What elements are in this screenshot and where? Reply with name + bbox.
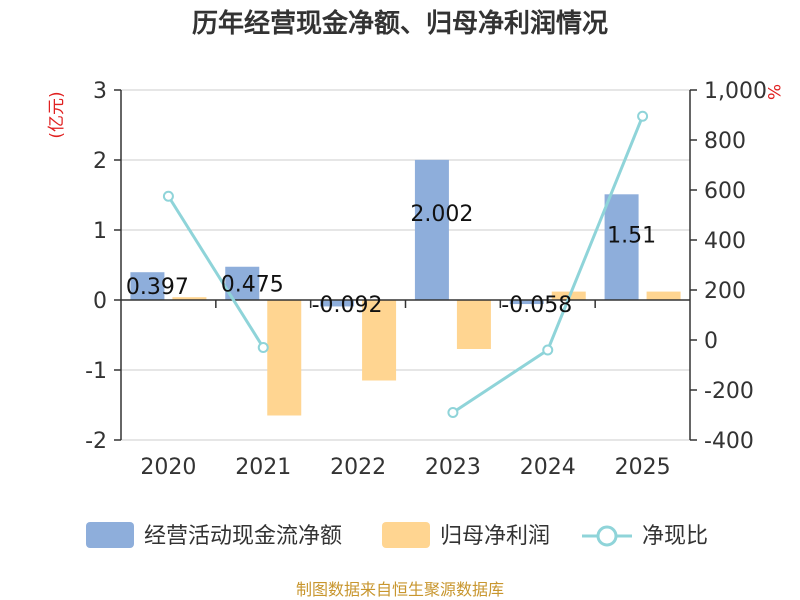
ratio-point[interactable] xyxy=(637,110,649,122)
right-tick-label: 400 xyxy=(704,229,746,254)
left-tick-label: 1 xyxy=(93,219,107,244)
right-tick-label: 600 xyxy=(704,179,746,204)
left-tick-label: 3 xyxy=(93,79,107,104)
bar-net-profit[interactable] xyxy=(172,297,207,300)
right-tick-label: 200 xyxy=(704,279,746,304)
chart-title: 历年经营现金净额、归母净利润情况 xyxy=(192,8,608,39)
legend-swatch-net-profit[interactable] xyxy=(382,522,430,548)
left-axis-ticks: -2 -1 0 1 2 3 xyxy=(85,79,121,454)
right-tick-label: 0 xyxy=(704,329,718,354)
right-tick-label: -400 xyxy=(704,429,754,454)
x-tick-label: 2025 xyxy=(615,455,671,480)
bars xyxy=(130,159,681,416)
right-tick-label: 800 xyxy=(704,129,746,154)
bar-cashflow[interactable] xyxy=(320,300,355,307)
x-tick-label: 2021 xyxy=(235,455,291,480)
left-tick-label: -2 xyxy=(85,429,107,454)
x-tick-label: 2024 xyxy=(520,455,576,480)
data-label-cashflow: -0.058 xyxy=(501,293,572,318)
data-label-cashflow: 0.397 xyxy=(126,275,189,300)
right-tick-label: -200 xyxy=(704,379,754,404)
ratio-point[interactable] xyxy=(257,342,269,353)
left-tick-label: -1 xyxy=(85,359,107,384)
ratio-line-segment xyxy=(167,195,265,349)
left-tick-label: 0 xyxy=(93,289,107,314)
bar-net-profit[interactable] xyxy=(456,300,491,349)
legend-label-ratio[interactable]: 净现比 xyxy=(642,524,708,549)
legend-label-net-profit[interactable]: 归母净利润 xyxy=(440,524,550,549)
x-tick-label: 2020 xyxy=(140,455,196,480)
x-tick-label: 2023 xyxy=(425,455,481,480)
source-note: 制图数据来自恒生聚源数据库 xyxy=(296,580,504,599)
legend-marker-ratio[interactable] xyxy=(596,525,618,547)
legend-label-cashflow[interactable]: 经营活动现金流净额 xyxy=(144,524,342,549)
bar-net-profit[interactable] xyxy=(646,291,681,300)
legend-swatch-cashflow[interactable] xyxy=(86,522,134,548)
right-axis-ticks: -400 -200 0 200 400 600 800 1,000 xyxy=(690,79,767,454)
bar-cashflow[interactable] xyxy=(414,159,449,300)
bar-cashflow[interactable] xyxy=(130,272,165,300)
bar-cashflow[interactable] xyxy=(604,194,639,300)
legend[interactable]: 经营活动现金流净额 归母净利润 净现比 xyxy=(86,522,708,549)
ratio-point[interactable] xyxy=(542,344,554,356)
ratio-point[interactable] xyxy=(162,190,174,202)
data-label-cashflow: 2.002 xyxy=(410,202,473,227)
bar-cashflow[interactable] xyxy=(509,300,544,305)
axes xyxy=(120,90,691,440)
left-axis-unit: (亿元) xyxy=(47,91,67,138)
right-axis-unit: % xyxy=(763,84,783,100)
ratio-line xyxy=(162,110,649,418)
data-labels: 0.397 0.475 -0.092 2.002 -0.058 1.51 xyxy=(126,202,656,318)
bar-net-profit[interactable] xyxy=(267,300,302,416)
data-label-cashflow: -0.092 xyxy=(312,293,383,318)
x-axis-ticks: 2020 2021 2022 2023 2024 2025 xyxy=(140,455,670,480)
data-label-cashflow: 0.475 xyxy=(221,272,284,297)
data-label-cashflow: 1.51 xyxy=(607,223,656,248)
right-tick-label: 1,000 xyxy=(704,79,767,104)
ratio-point[interactable] xyxy=(447,407,459,418)
left-tick-label: 2 xyxy=(93,149,107,174)
bar-net-profit[interactable] xyxy=(362,300,397,381)
x-tick-label: 2022 xyxy=(330,455,386,480)
